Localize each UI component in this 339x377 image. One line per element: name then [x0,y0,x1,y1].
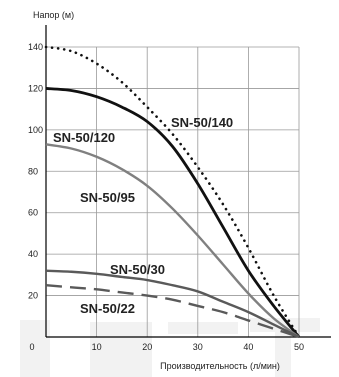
y-tick-label-20: 20 [28,291,38,301]
series-line-sn-50-95 [45,143,300,338]
y-tick-label-80: 80 [28,166,38,176]
background-watermark [20,318,320,377]
tick-labels: 0 10 20 30 40 50 20 40 60 80 100 120 140 [28,42,304,352]
series-label-sn-50-140: SN-50/140 [171,115,233,130]
series-line-sn-50-140 [44,45,301,339]
series-line-sn-50-30 [45,269,300,339]
series-label-sn-50-120: SN-50/120 [53,130,115,145]
y-tick-label-40: 40 [28,249,38,259]
x-tick-label-40: 40 [243,342,253,352]
series-line-sn-50-22 [45,284,300,339]
y-axis-title: Напор (м) [33,10,74,20]
series-label-sn-50-22: SN-50/22 [80,301,135,316]
series-label-sn-50-95: SN-50/95 [80,190,135,205]
series-lines [44,45,301,339]
x-tick-label-0: 0 [29,342,34,352]
axes [45,25,331,338]
series-label-sn-50-30: SN-50/30 [110,262,165,277]
x-tick-label-30: 30 [193,342,203,352]
y-tick-label-120: 120 [28,83,43,93]
x-axis-title: Производительность (л/мин) [160,361,280,371]
y-tick-label-100: 100 [28,125,43,135]
series-line-sn-50-120 [45,87,301,338]
y-tick-label-140: 140 [28,42,43,52]
x-tick-label-50: 50 [294,342,304,352]
x-tick-label-20: 20 [142,342,152,352]
x-tick-label-10: 10 [92,342,102,352]
y-tick-label-60: 60 [28,208,38,218]
